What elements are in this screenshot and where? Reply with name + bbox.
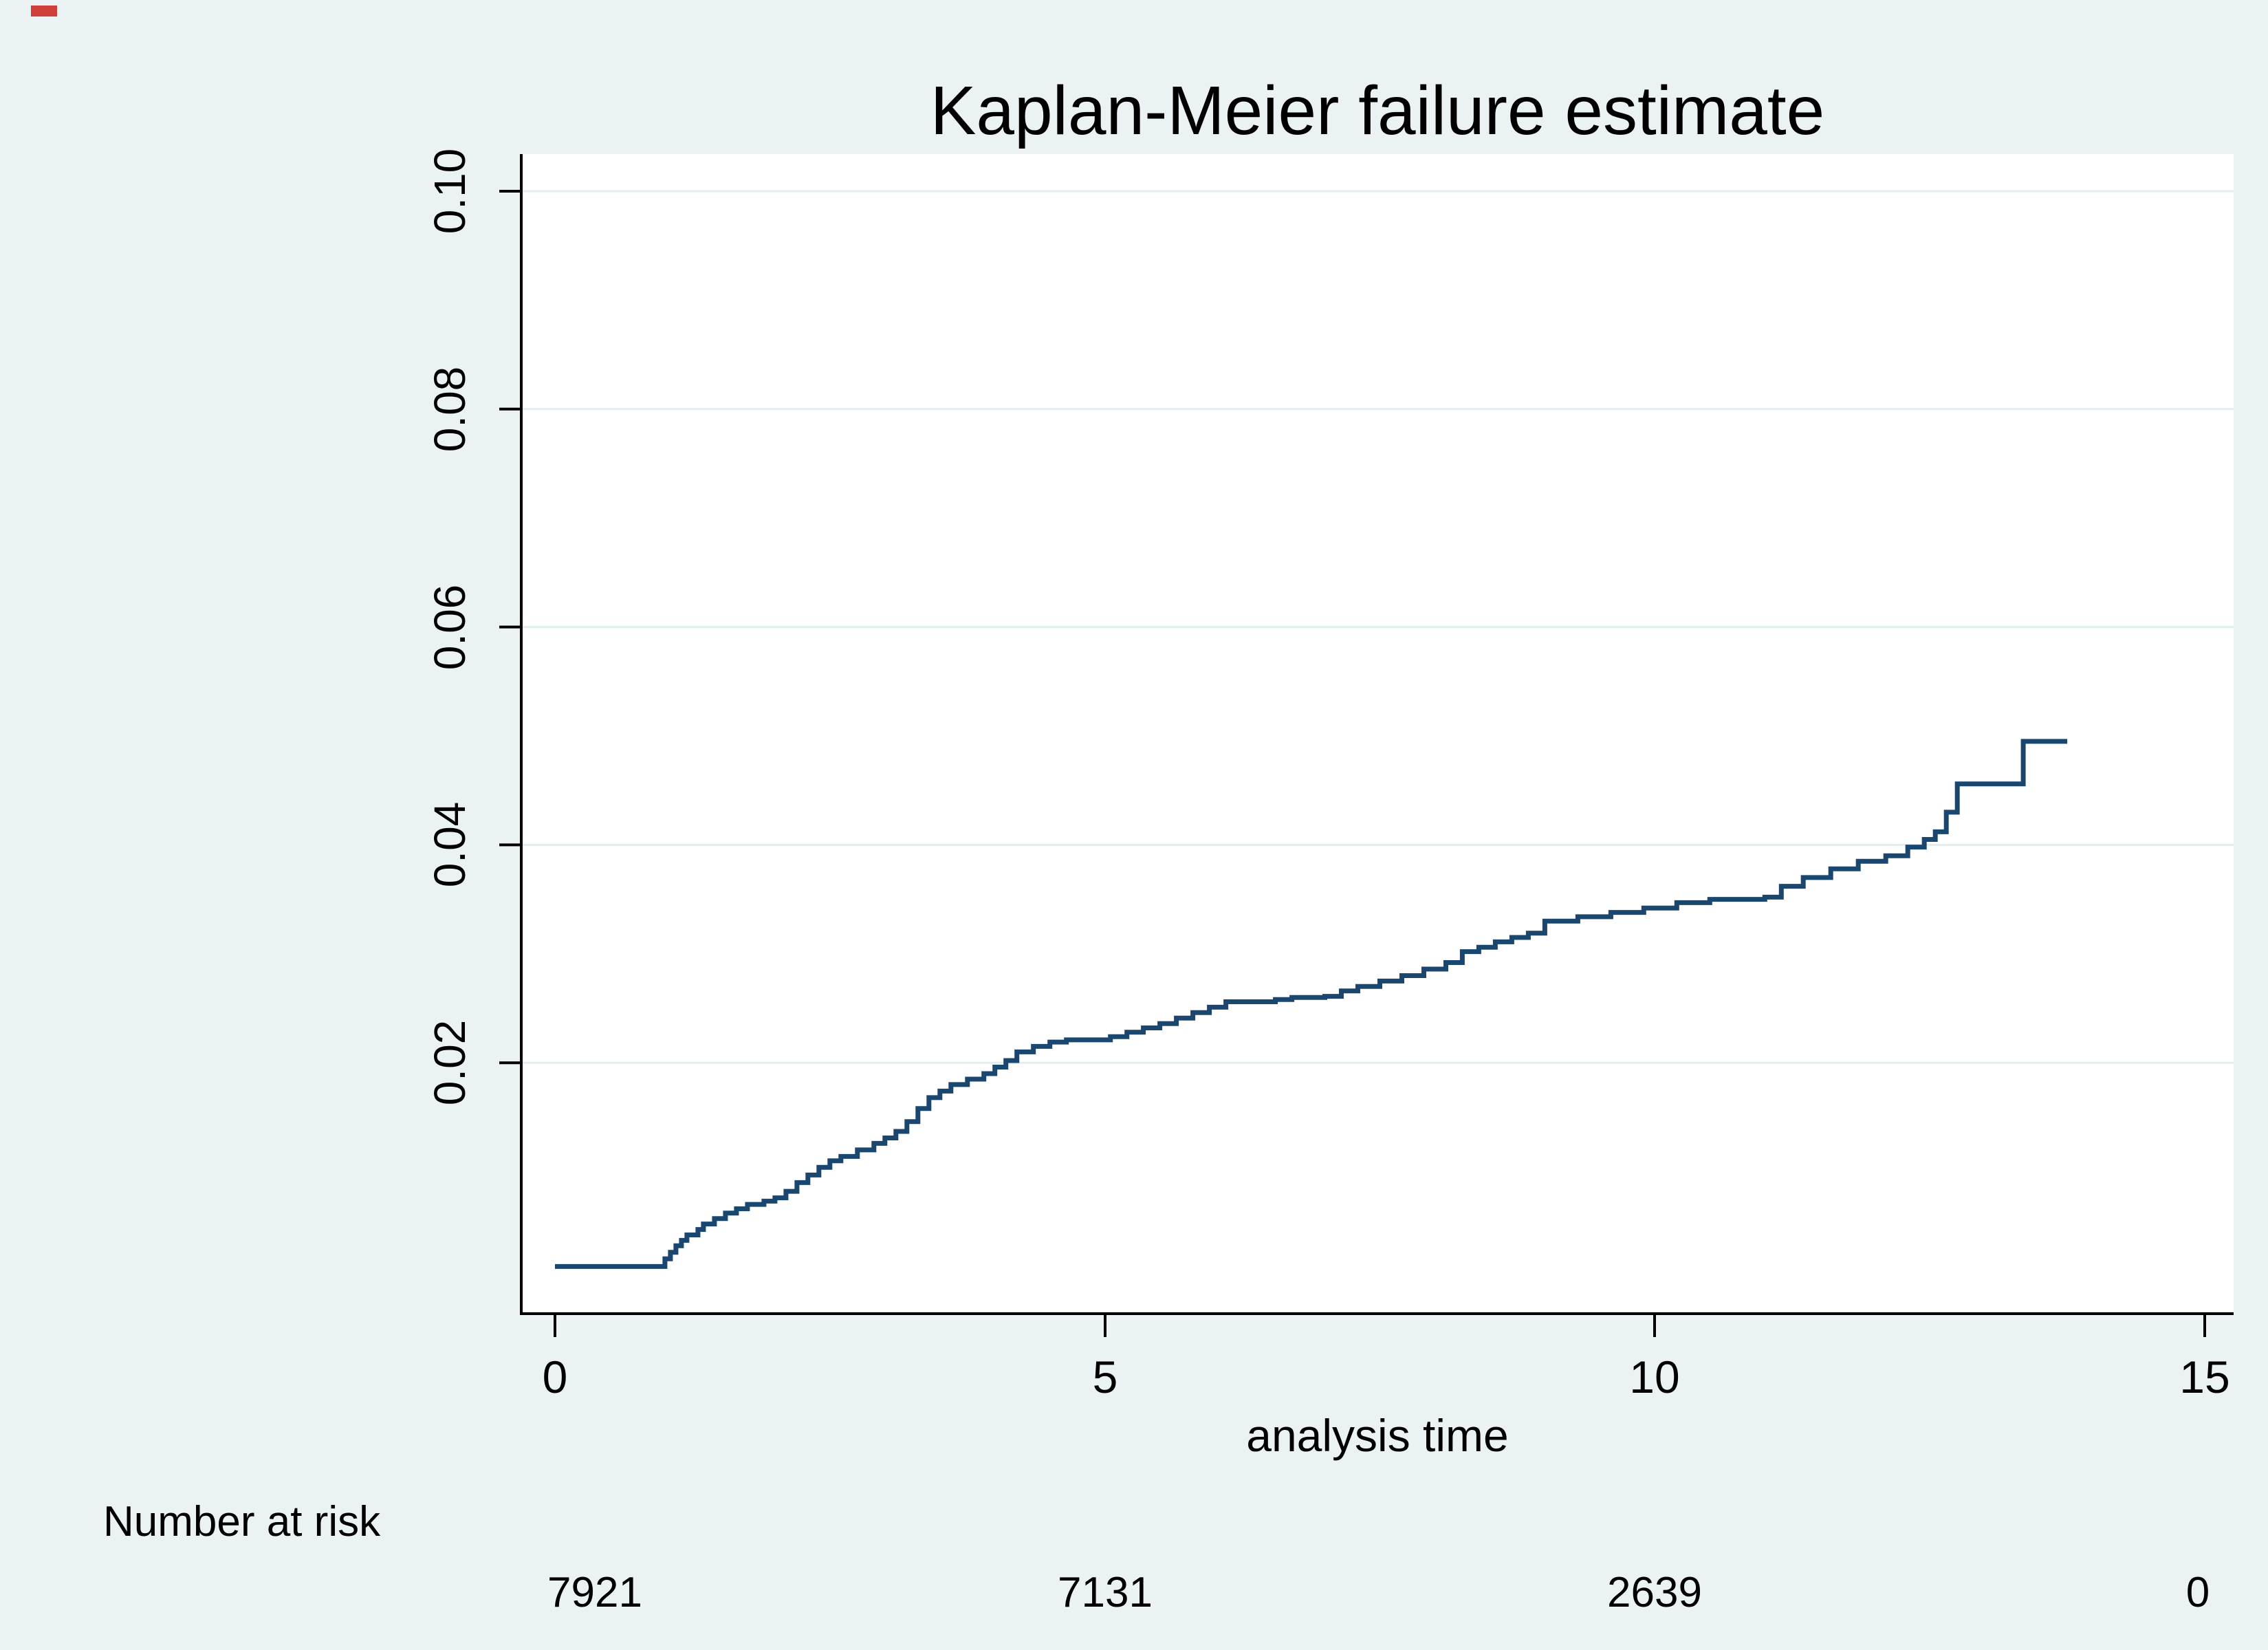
y-tick-label-0.02: 0.02 — [425, 1020, 475, 1106]
y-axis-tick-labels: 0.02 0.04 0.06 0.08 0.10 — [425, 149, 475, 1106]
y-tick-marks — [499, 190, 521, 1065]
axes-lines — [520, 154, 2234, 1315]
gridlines — [521, 190, 2234, 1064]
screenshot-artifact — [31, 6, 57, 17]
x-tick-label-10: 10 — [1629, 1352, 1679, 1402]
x-tick-label-0: 0 — [543, 1352, 568, 1402]
x-tick-label-15: 15 — [2179, 1352, 2229, 1402]
y-tick-label-0.04: 0.04 — [425, 802, 475, 888]
chart-title: Kaplan-Meier failure estimate — [930, 72, 1825, 149]
number-at-risk-value-15: 0 — [2186, 1569, 2210, 1616]
number-at-risk-label: Number at risk — [103, 1498, 381, 1545]
plot-area — [521, 154, 2234, 1314]
x-tick-label-5: 5 — [1093, 1352, 1118, 1402]
y-tick-label-0.08: 0.08 — [425, 367, 475, 453]
x-tick-marks — [554, 1314, 2206, 1337]
x-axis-tick-labels: 0 5 10 15 — [543, 1352, 2230, 1402]
y-tick-label-0.06: 0.06 — [425, 585, 475, 671]
number-at-risk-value-10: 2639 — [1607, 1569, 1702, 1616]
number-at-risk-values: 7921 7131 2639 0 — [547, 1569, 2210, 1616]
y-tick-label-0.10: 0.10 — [425, 149, 475, 235]
number-at-risk-value-0: 7921 — [547, 1569, 642, 1616]
x-axis-title: analysis time — [1246, 1410, 1508, 1461]
number-at-risk-value-5: 7131 — [1058, 1569, 1153, 1616]
km-failure-curve — [555, 739, 2068, 1269]
